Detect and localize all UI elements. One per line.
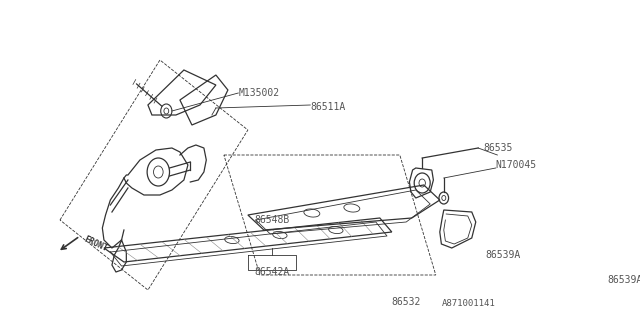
Text: FRONT: FRONT: [83, 235, 109, 253]
Text: 86532: 86532: [392, 297, 421, 307]
Text: A871001141: A871001141: [442, 299, 496, 308]
Text: M135002: M135002: [238, 88, 280, 98]
Text: N170045: N170045: [496, 160, 537, 170]
Text: 86548B: 86548B: [254, 215, 289, 225]
Text: 86535: 86535: [484, 143, 513, 153]
Text: 86539A: 86539A: [485, 250, 520, 260]
Text: 86511A: 86511A: [310, 102, 346, 112]
Text: 86539A: 86539A: [608, 275, 640, 285]
Text: 86542A: 86542A: [254, 267, 289, 277]
